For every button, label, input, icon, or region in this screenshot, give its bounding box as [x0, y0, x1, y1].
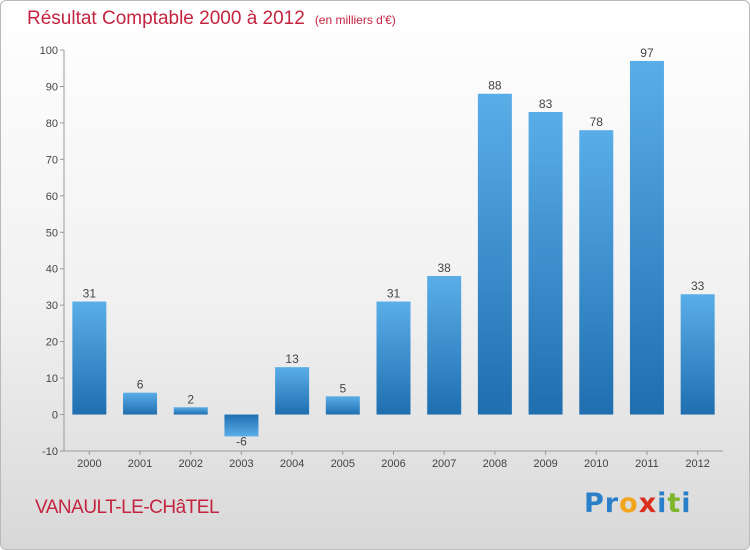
y-tick-label: 100	[40, 45, 58, 57]
logo-letter: t	[667, 488, 682, 519]
x-tick-label: 2002	[178, 458, 202, 470]
bar-2007	[427, 276, 462, 415]
y-tick-label: -10	[42, 446, 58, 458]
data-label-2006: 31	[387, 287, 401, 301]
data-label-2004: 13	[285, 352, 299, 366]
y-tick-label: 10	[46, 373, 58, 385]
data-label-2003: -6	[236, 434, 247, 448]
x-tick-label: 2005	[331, 458, 355, 470]
y-tick-label: 90	[46, 81, 58, 93]
bar-2001	[123, 392, 158, 415]
x-tick-label: 2010	[584, 458, 608, 470]
y-tick-label: 0	[52, 410, 58, 422]
data-label-2000: 31	[83, 287, 97, 301]
y-tick-label: 30	[46, 300, 58, 312]
logo-letter: x	[638, 488, 658, 519]
chart-unit-note: (en milliers d'€)	[314, 13, 396, 27]
logo-letter: i	[657, 488, 668, 519]
y-tick-label: 60	[46, 191, 58, 203]
x-tick-label: 2007	[432, 458, 456, 470]
bar-2002	[173, 407, 208, 415]
bar-2006	[376, 301, 411, 415]
x-tick-label: 2008	[483, 458, 507, 470]
place-name: VANAULT-LE-CHâTEL	[35, 497, 220, 518]
y-tick-label: 70	[46, 154, 58, 166]
chart-title-main: Résultat Comptable 2000 à 2012	[27, 8, 305, 29]
proxiti-logo: Proxiti	[584, 488, 692, 519]
bar-2000	[72, 301, 107, 415]
x-tick-label: 2000	[77, 458, 101, 470]
data-label-2001: 6	[137, 378, 144, 392]
axes: -10 0 10 20 30 40 50 60 70 80 90 100 2000 2001 2002 200…	[40, 45, 723, 470]
x-tick-label: 2001	[128, 458, 152, 470]
x-tick-label: 2009	[533, 458, 557, 470]
data-label-2009: 83	[539, 97, 553, 111]
data-label-2005: 5	[339, 381, 346, 395]
y-tick-label: 40	[46, 264, 58, 276]
bar-2011	[629, 60, 664, 415]
y-tick-label: 50	[46, 227, 58, 239]
bar-2009	[528, 111, 563, 415]
bars-group	[72, 60, 715, 437]
x-tick-label: 2006	[381, 458, 405, 470]
data-label-2010: 78	[590, 115, 604, 129]
x-tick-label: 2012	[685, 458, 709, 470]
data-label-2007: 38	[438, 261, 452, 275]
logo-letter: o	[619, 488, 639, 519]
data-label-2011: 97	[640, 46, 654, 60]
data-label-2012: 33	[691, 279, 705, 293]
logo-letter: i	[681, 488, 692, 519]
bar-2003	[224, 414, 259, 437]
chart-title: Résultat Comptable 2000 à 2012 (en millie…	[27, 8, 396, 30]
logo-letter: P	[584, 488, 605, 519]
bar-2012	[680, 294, 715, 415]
bar-2005	[325, 396, 360, 415]
data-labels-group: 31 6 2 -6 13 5 31 38 88 83 78 97 33	[83, 46, 705, 448]
x-tick-label: 2003	[229, 458, 253, 470]
x-tick-label: 2011	[635, 458, 659, 470]
y-tick-label: 20	[46, 337, 58, 349]
logo-letter: r	[604, 488, 620, 519]
bar-2010	[579, 130, 614, 415]
bar-2004	[275, 367, 310, 415]
data-label-2002: 2	[187, 392, 194, 406]
data-label-2008: 88	[488, 79, 502, 93]
x-tick-label: 2004	[280, 458, 304, 470]
bar-2008	[477, 93, 512, 415]
y-tick-label: 80	[46, 118, 58, 130]
